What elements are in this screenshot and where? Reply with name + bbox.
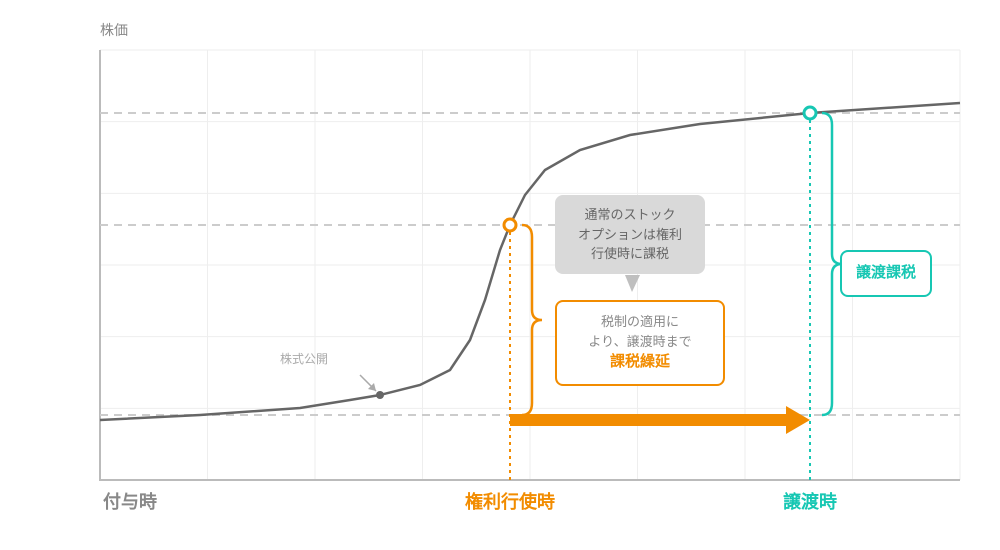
orange-callout: 税制の適用に より、譲渡時まで 課税繰延 bbox=[555, 300, 725, 386]
teal-callout: 譲渡課税 bbox=[840, 250, 932, 297]
svg-text:譲渡時: 譲渡時 bbox=[783, 491, 837, 512]
y-axis-label: 株価 bbox=[100, 22, 128, 38]
gray-callout: 通常のストック オプションは権利 行使時に課税 bbox=[555, 195, 705, 274]
stock-option-tax-chart: 株価付与時 権利行使時 譲渡時 株式公開 通常のストック オプションは権利 行使時に… bbox=[0, 0, 1000, 550]
svg-text:権利行使時: 権利行使時 bbox=[465, 491, 555, 512]
svg-text:付与時: 付与時 bbox=[103, 491, 157, 512]
ipo-label: 株式公開 bbox=[280, 350, 328, 367]
